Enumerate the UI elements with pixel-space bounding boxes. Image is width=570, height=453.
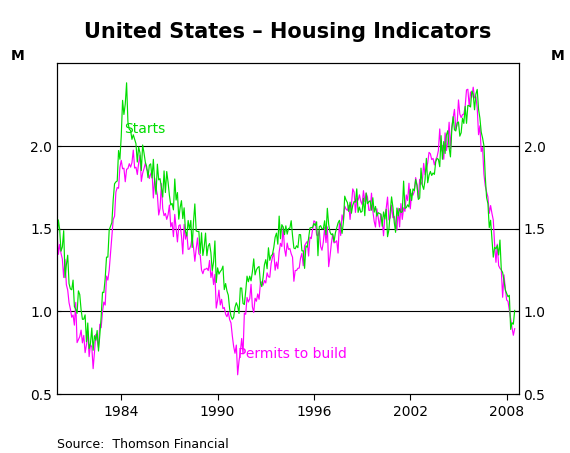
Text: Source:  Thomson Financial: Source: Thomson Financial — [57, 439, 229, 452]
Text: Permits to build: Permits to build — [238, 347, 347, 361]
Text: M: M — [551, 49, 565, 63]
Text: M: M — [11, 49, 25, 63]
Title: United States – Housing Indicators: United States – Housing Indicators — [84, 22, 491, 43]
Text: Starts: Starts — [124, 122, 166, 136]
